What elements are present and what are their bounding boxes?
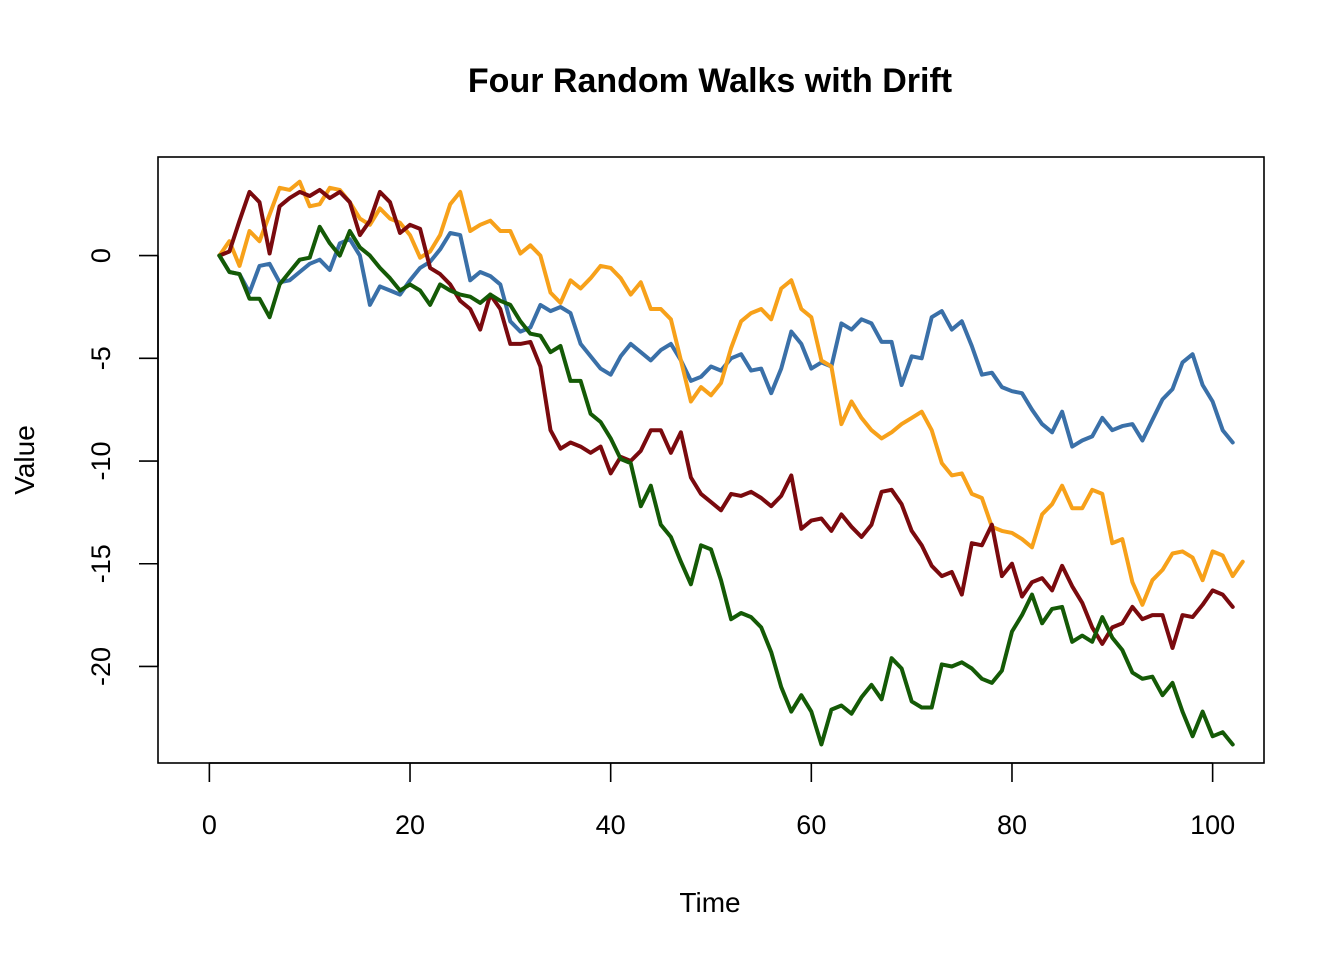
x-tick-label: 20 <box>395 810 425 840</box>
y-axis: 0 -5 -10 -15 -20 <box>86 248 159 686</box>
series-layer <box>217 179 1245 747</box>
x-tick-label: 80 <box>997 810 1027 840</box>
y-tick-label: -15 <box>86 544 116 583</box>
x-tick-label: 40 <box>596 810 626 840</box>
series-line-1 <box>217 231 1235 449</box>
y-tick-label: -20 <box>86 647 116 686</box>
x-tick-label: 0 <box>202 810 217 840</box>
y-axis-label: Value <box>9 425 40 495</box>
series-line-3 <box>217 187 1235 650</box>
x-axis: 0 20 40 60 80 100 <box>202 762 1235 840</box>
series-line-2 <box>217 179 1245 607</box>
y-tick-label: -5 <box>86 346 116 370</box>
plot-frame <box>157 156 1265 764</box>
y-tick-label: 0 <box>86 248 116 263</box>
series-line-4 <box>217 224 1235 747</box>
chart-title: Four Random Walks with Drift <box>468 62 952 100</box>
x-tick-label: 100 <box>1190 810 1235 840</box>
x-axis-label: Time <box>679 887 740 918</box>
y-tick-label: -10 <box>86 441 116 480</box>
x-tick-label: 60 <box>796 810 826 840</box>
